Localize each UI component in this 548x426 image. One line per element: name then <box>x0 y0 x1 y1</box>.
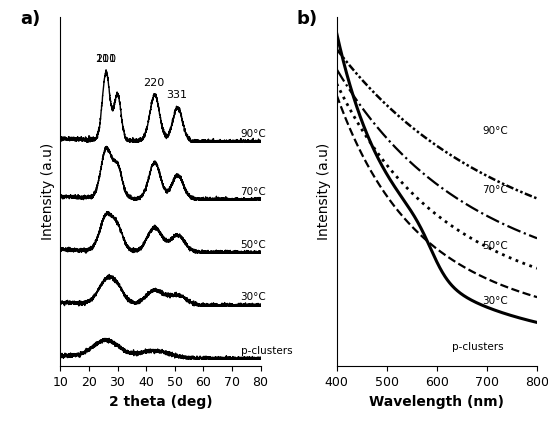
Y-axis label: Intensity (a.u): Intensity (a.u) <box>317 143 331 240</box>
Text: 70°C: 70°C <box>241 187 266 196</box>
Text: a): a) <box>20 10 41 28</box>
X-axis label: Wavelength (nm): Wavelength (nm) <box>369 394 504 409</box>
Text: 90°C: 90°C <box>482 126 507 136</box>
Text: p-clusters: p-clusters <box>452 342 504 352</box>
Text: b): b) <box>296 10 318 28</box>
Text: 50°C: 50°C <box>482 241 507 250</box>
Text: 220: 220 <box>144 78 165 88</box>
Text: 331: 331 <box>166 90 187 100</box>
Text: 50°C: 50°C <box>241 240 266 250</box>
Text: 200: 200 <box>95 54 116 64</box>
Text: 30°C: 30°C <box>241 292 266 302</box>
Text: 30°C: 30°C <box>482 296 507 306</box>
X-axis label: 2 theta (deg): 2 theta (deg) <box>109 394 212 409</box>
Y-axis label: Intensity (a.u): Intensity (a.u) <box>41 143 55 240</box>
Text: p-clusters: p-clusters <box>241 346 292 356</box>
Text: 90°C: 90°C <box>241 130 266 139</box>
Text: 70°C: 70°C <box>482 185 507 195</box>
Text: 111: 111 <box>95 54 116 64</box>
